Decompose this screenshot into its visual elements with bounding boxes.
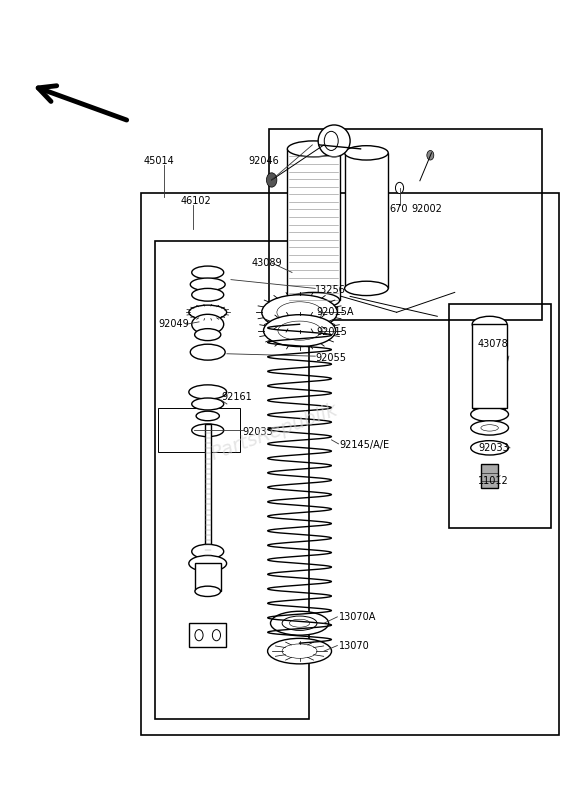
Text: 92046: 92046 [248, 156, 279, 166]
Bar [481, 464, 498, 488]
Bar [449, 304, 551, 527]
Text: 43089: 43089 [251, 258, 282, 268]
Circle shape [427, 150, 434, 160]
Ellipse shape [472, 316, 507, 332]
Ellipse shape [192, 314, 224, 334]
Bar [141, 193, 559, 735]
Bar [158, 408, 239, 452]
Text: 92033: 92033 [478, 443, 509, 453]
Ellipse shape [189, 555, 227, 571]
Text: 670: 670 [390, 204, 408, 214]
Text: PartsRepublik: PartsRepublik [208, 400, 341, 464]
Text: 92049: 92049 [158, 319, 189, 330]
Text: 92161: 92161 [221, 392, 252, 402]
Ellipse shape [189, 305, 227, 319]
Text: 46102: 46102 [180, 196, 211, 206]
Circle shape [395, 182, 404, 194]
Ellipse shape [195, 586, 221, 597]
Ellipse shape [318, 125, 350, 157]
Text: 45014: 45014 [144, 156, 175, 166]
Ellipse shape [474, 402, 506, 414]
Ellipse shape [282, 644, 317, 658]
Text: 11012: 11012 [478, 476, 509, 486]
Circle shape [195, 630, 203, 641]
Text: 13070A: 13070A [339, 612, 376, 622]
Bar [155, 241, 310, 719]
Ellipse shape [196, 411, 220, 421]
Circle shape [266, 173, 277, 187]
Ellipse shape [287, 141, 340, 157]
Text: 92033: 92033 [242, 427, 273, 437]
Ellipse shape [270, 611, 329, 635]
Ellipse shape [190, 278, 225, 290]
Ellipse shape [192, 544, 224, 558]
Ellipse shape [194, 329, 221, 341]
Ellipse shape [263, 314, 336, 346]
Circle shape [324, 131, 338, 150]
Ellipse shape [267, 638, 332, 664]
Text: 13070: 13070 [339, 641, 369, 650]
Ellipse shape [481, 425, 498, 431]
Text: 43078: 43078 [478, 339, 509, 349]
Bar [189, 623, 227, 647]
Ellipse shape [287, 292, 340, 308]
Circle shape [213, 630, 221, 641]
Text: 92145/A/E: 92145/A/E [340, 441, 390, 450]
Ellipse shape [262, 294, 338, 330]
Ellipse shape [471, 407, 509, 422]
Text: 92015A: 92015A [317, 307, 354, 318]
Ellipse shape [192, 398, 224, 410]
Ellipse shape [192, 288, 224, 301]
Text: 92002: 92002 [412, 204, 443, 214]
Bar [195, 563, 221, 591]
Ellipse shape [189, 385, 227, 399]
Ellipse shape [290, 619, 310, 627]
Bar [345, 153, 388, 288]
Bar [269, 129, 542, 320]
Ellipse shape [471, 421, 509, 435]
Bar [205, 424, 211, 559]
Ellipse shape [345, 146, 388, 160]
Ellipse shape [345, 282, 388, 295]
Text: 92015: 92015 [317, 327, 347, 338]
Ellipse shape [192, 266, 224, 279]
Bar [287, 149, 340, 300]
Text: 13256: 13256 [315, 285, 346, 295]
Text: 92055: 92055 [315, 353, 346, 362]
Ellipse shape [282, 616, 317, 630]
Bar [472, 324, 507, 408]
